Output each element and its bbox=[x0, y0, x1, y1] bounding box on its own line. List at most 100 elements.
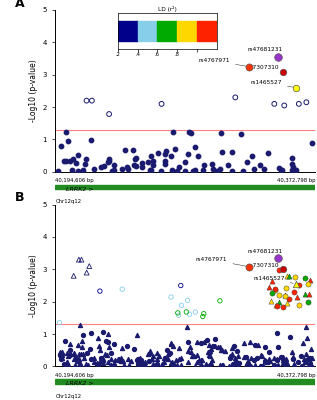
Point bbox=[179, 362, 184, 369]
Point bbox=[281, 354, 286, 361]
Point bbox=[306, 298, 311, 305]
Point bbox=[253, 363, 258, 369]
Point bbox=[255, 342, 260, 348]
Point bbox=[191, 168, 196, 174]
Text: rs7307310: rs7307310 bbox=[248, 65, 283, 72]
Point bbox=[72, 354, 77, 361]
Point bbox=[135, 357, 140, 364]
Point bbox=[222, 348, 227, 354]
Point bbox=[257, 363, 262, 369]
Point bbox=[124, 164, 129, 170]
Point bbox=[183, 168, 188, 174]
Point bbox=[274, 356, 279, 363]
Point bbox=[173, 357, 178, 363]
Point bbox=[281, 266, 286, 272]
Point bbox=[202, 162, 207, 168]
Point bbox=[230, 168, 235, 174]
Point bbox=[283, 293, 288, 300]
Point bbox=[64, 362, 69, 369]
Point bbox=[214, 168, 219, 174]
Point bbox=[294, 84, 299, 91]
Point bbox=[150, 162, 155, 168]
Point bbox=[308, 358, 313, 364]
Point bbox=[70, 156, 75, 162]
Point bbox=[81, 351, 86, 357]
Point bbox=[71, 351, 76, 358]
Text: rs1465527: rs1465527 bbox=[250, 80, 293, 87]
Point bbox=[303, 351, 308, 357]
Point bbox=[252, 166, 257, 172]
Point bbox=[276, 299, 281, 305]
Point bbox=[158, 168, 163, 174]
Text: rs47681231: rs47681231 bbox=[248, 48, 283, 57]
Point bbox=[269, 277, 275, 284]
Point bbox=[307, 276, 312, 283]
Point bbox=[200, 313, 205, 320]
Point bbox=[261, 362, 266, 368]
Point bbox=[285, 300, 290, 306]
Point bbox=[65, 350, 70, 356]
Point bbox=[309, 361, 314, 367]
Point bbox=[298, 353, 303, 359]
Point bbox=[154, 356, 159, 363]
Point bbox=[71, 356, 76, 362]
Point bbox=[199, 356, 204, 363]
Point bbox=[71, 273, 76, 279]
Point bbox=[203, 361, 208, 367]
Point bbox=[163, 354, 168, 361]
Point bbox=[156, 353, 161, 360]
Point bbox=[148, 167, 153, 174]
Point bbox=[303, 275, 308, 281]
Point bbox=[138, 359, 143, 366]
Point bbox=[143, 362, 148, 369]
Point bbox=[168, 341, 173, 347]
Point bbox=[84, 350, 89, 356]
Point bbox=[281, 304, 286, 310]
Point bbox=[117, 356, 122, 362]
Point bbox=[66, 138, 71, 144]
Point bbox=[148, 153, 153, 160]
Point bbox=[169, 359, 174, 365]
Point bbox=[120, 286, 125, 292]
Point bbox=[197, 357, 202, 363]
Point bbox=[301, 339, 306, 346]
Text: rs1465527: rs1465527 bbox=[253, 276, 293, 283]
Point bbox=[291, 356, 296, 363]
Point bbox=[184, 324, 189, 330]
Point bbox=[284, 362, 289, 369]
Point bbox=[286, 272, 291, 279]
Point bbox=[81, 167, 86, 174]
Point bbox=[61, 361, 67, 367]
Point bbox=[201, 339, 206, 345]
Point bbox=[86, 362, 91, 369]
Point bbox=[308, 346, 313, 352]
Point bbox=[207, 362, 212, 368]
Point bbox=[87, 346, 93, 352]
Point bbox=[136, 356, 141, 362]
Point bbox=[68, 158, 73, 165]
Point bbox=[159, 101, 164, 107]
Point bbox=[165, 347, 170, 354]
Point bbox=[95, 362, 100, 368]
Point bbox=[185, 339, 190, 346]
Point bbox=[184, 309, 189, 315]
Point bbox=[207, 352, 212, 359]
Point bbox=[208, 348, 213, 354]
Point bbox=[121, 358, 126, 364]
Point bbox=[163, 151, 168, 158]
Point bbox=[171, 129, 176, 136]
Point bbox=[63, 158, 68, 164]
Point bbox=[290, 164, 295, 170]
Point bbox=[161, 359, 166, 365]
Point bbox=[287, 296, 292, 302]
Point bbox=[230, 362, 236, 369]
Point bbox=[139, 160, 145, 166]
Point bbox=[163, 158, 168, 164]
Point bbox=[97, 347, 102, 354]
Point bbox=[89, 98, 94, 104]
Point bbox=[275, 362, 281, 368]
Point bbox=[125, 343, 130, 350]
Point bbox=[116, 356, 121, 362]
Point bbox=[275, 344, 280, 350]
Point bbox=[109, 350, 114, 356]
